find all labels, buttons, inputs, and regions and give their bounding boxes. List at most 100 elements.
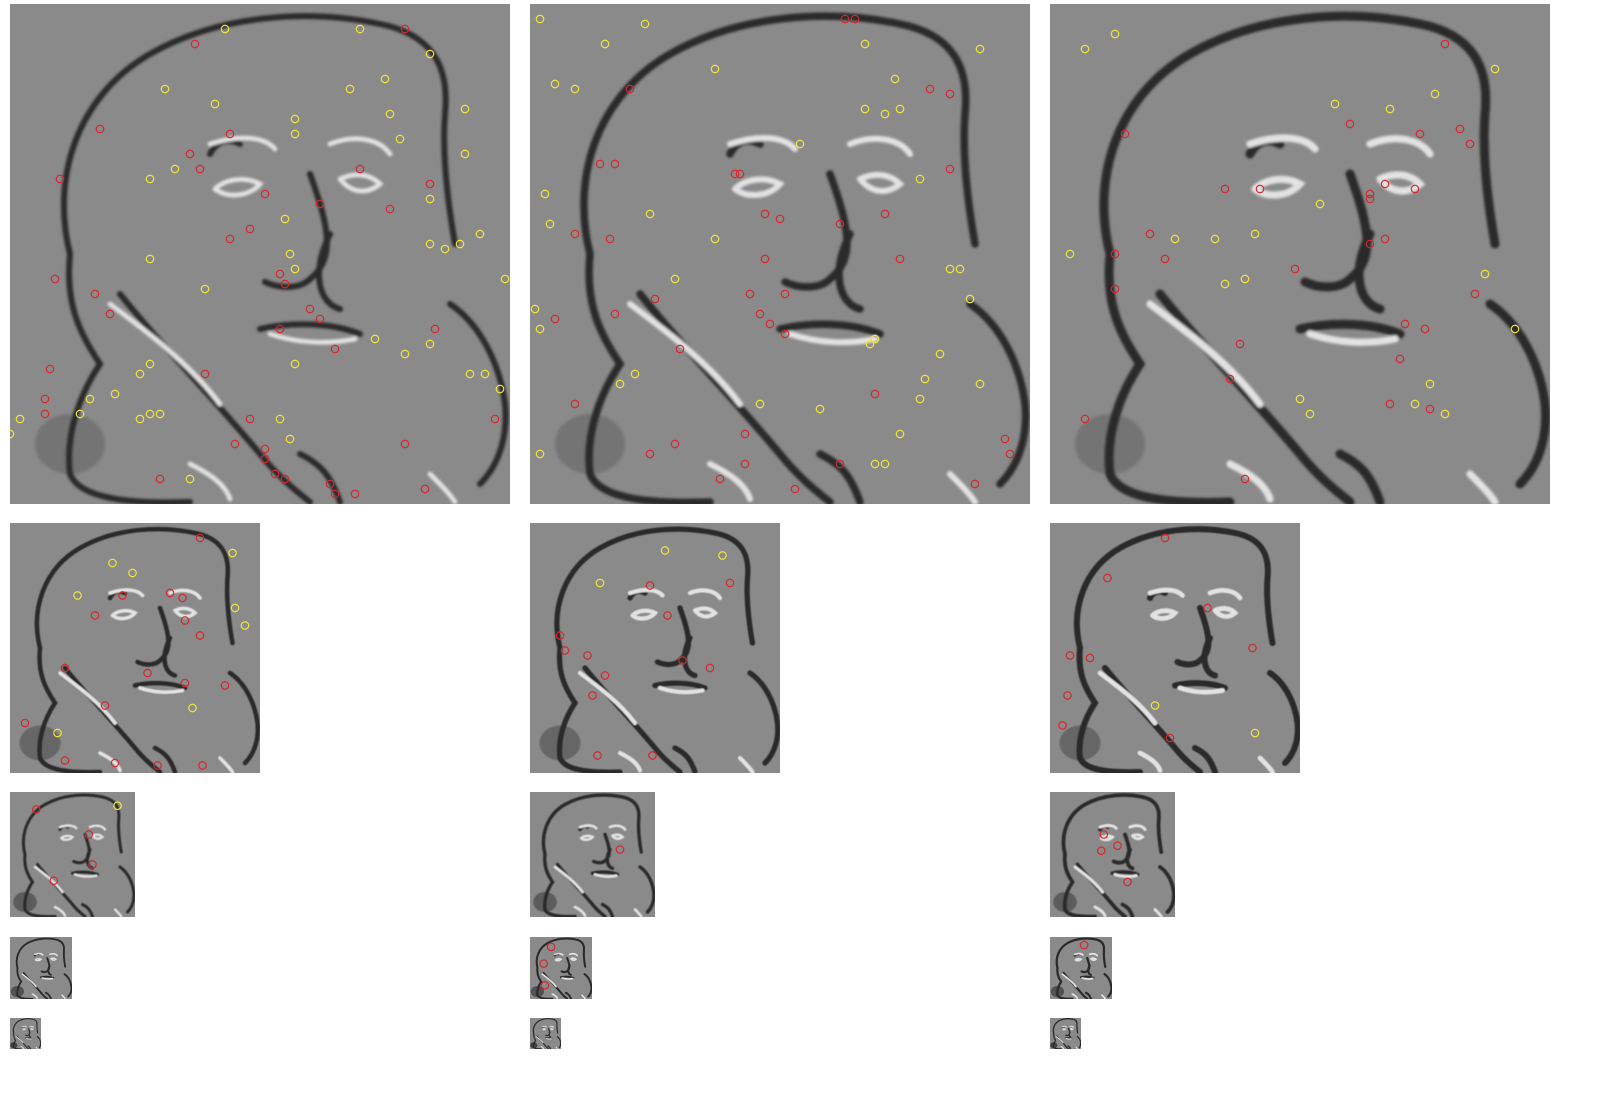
keypoint-red-marker [735, 169, 745, 179]
keypoint-red-marker [1425, 404, 1435, 414]
face-edge-image [10, 937, 72, 999]
keypoint-yellow-marker [670, 274, 680, 284]
keypoint-yellow-marker [370, 334, 380, 344]
keypoint-yellow-marker [290, 114, 300, 124]
keypoint-red-marker [385, 204, 395, 214]
keypoint-yellow-marker [380, 74, 390, 84]
keypoint-red-marker [1220, 184, 1230, 194]
keypoint-red-marker [275, 324, 285, 334]
keypoint-red-marker [1103, 573, 1112, 583]
face-edge-image [530, 792, 655, 917]
face-edges [19, 526, 260, 773]
keypoint-yellow-marker [645, 209, 655, 219]
face-edge-image [1050, 523, 1300, 773]
keypoint-red-marker [555, 631, 565, 640]
keypoint-yellow-marker [285, 249, 295, 259]
keypoint-yellow-marker [15, 414, 25, 424]
keypoint-red-marker [546, 942, 556, 952]
keypoint-red-marker [880, 209, 890, 219]
keypoint-red-marker [835, 219, 845, 229]
keypoint-red-marker [610, 159, 620, 169]
keypoint-yellow-marker [865, 339, 875, 349]
keypoint-yellow-marker [290, 359, 300, 369]
keypoint-red-marker [540, 981, 550, 990]
face-edges [530, 937, 592, 999]
keypoint-red-marker [49, 876, 59, 886]
keypoint-red-marker [245, 414, 255, 424]
keypoint-red-marker [315, 314, 325, 324]
keypoint-yellow-marker [860, 39, 870, 49]
face-edges [533, 793, 655, 917]
keypoint-red-marker [1455, 124, 1465, 134]
keypoint-red-marker [583, 651, 592, 660]
keypoint-red-marker [1365, 194, 1375, 204]
keypoint-yellow-marker [1480, 269, 1490, 279]
keypoint-red-marker [180, 616, 190, 625]
keypoint-red-marker [400, 439, 410, 449]
keypoint-red-marker [1160, 533, 1170, 543]
keypoint-red-marker [1240, 474, 1250, 484]
keypoint-red-marker [1145, 229, 1155, 239]
keypoint-yellow-marker [1220, 279, 1230, 289]
keypoint-yellow-marker [160, 84, 170, 94]
keypoint-red-marker [1000, 434, 1010, 444]
keypoint-red-marker [1415, 129, 1425, 139]
keypoint-red-marker [1410, 184, 1420, 194]
keypoint-red-marker [650, 294, 660, 304]
keypoint-red-marker [88, 860, 97, 869]
keypoint-yellow-marker [185, 474, 195, 484]
keypoint-red-marker [260, 444, 270, 454]
keypoint-yellow-marker [1150, 701, 1160, 710]
face-edges [1059, 526, 1300, 773]
keypoint-yellow-marker [145, 359, 155, 369]
face-edge-image [530, 1018, 561, 1049]
keypoint-red-marker [595, 159, 605, 169]
keypoint-yellow-marker [425, 49, 435, 59]
image-background [1050, 4, 1550, 504]
image-background [10, 4, 510, 504]
keypoint-yellow-marker [1440, 409, 1450, 419]
keypoint-yellow-marker [145, 254, 155, 264]
keypoint-yellow-marker [1295, 394, 1305, 404]
keypoint-yellow-marker [73, 591, 82, 600]
keypoint-yellow-marker [155, 409, 165, 419]
keypoint-red-marker [225, 129, 235, 139]
keypoint-red-marker [430, 324, 440, 334]
face-edges [10, 1018, 41, 1049]
keypoint-red-marker [925, 84, 935, 94]
keypoint-yellow-marker [53, 728, 62, 738]
keypoint-red-marker [740, 429, 750, 439]
keypoint-yellow-marker [290, 129, 300, 139]
keypoint-yellow-marker [425, 339, 435, 349]
keypoint-yellow-marker [1240, 274, 1250, 284]
keypoint-red-marker [31, 805, 41, 814]
keypoint-red-marker [305, 304, 315, 314]
keypoint-red-marker [1123, 877, 1132, 887]
keypoint-yellow-marker [285, 434, 295, 444]
keypoint-red-marker [153, 761, 162, 770]
keypoint-red-marker [678, 656, 687, 665]
keypoint-yellow-marker [465, 369, 475, 379]
keypoint-red-marker [143, 668, 152, 678]
keypoint-red-marker [1058, 721, 1067, 730]
keypoint-red-marker [755, 309, 765, 319]
keypoint-red-marker [1365, 239, 1375, 249]
keypoint-red-marker [220, 681, 230, 690]
keypoint-yellow-marker [1170, 234, 1180, 244]
keypoint-red-marker [1345, 119, 1355, 129]
keypoint-red-marker [200, 369, 210, 379]
keypoint-yellow-marker [1430, 89, 1440, 99]
keypoint-red-marker [725, 578, 735, 588]
keypoint-red-marker [1235, 339, 1245, 349]
keypoint-red-marker [715, 474, 725, 484]
keypoint-red-marker [625, 84, 635, 94]
keypoint-red-marker [840, 14, 850, 24]
keypoint-yellow-marker [75, 409, 85, 419]
keypoint-red-marker [970, 479, 980, 489]
keypoint-yellow-marker [475, 229, 485, 239]
keypoint-yellow-marker [1065, 249, 1075, 259]
keypoint-red-marker [1465, 139, 1475, 149]
pyramid-tile-left-octave-1 [10, 523, 260, 773]
keypoint-red-marker [1096, 846, 1106, 856]
face-edges [530, 1018, 561, 1049]
